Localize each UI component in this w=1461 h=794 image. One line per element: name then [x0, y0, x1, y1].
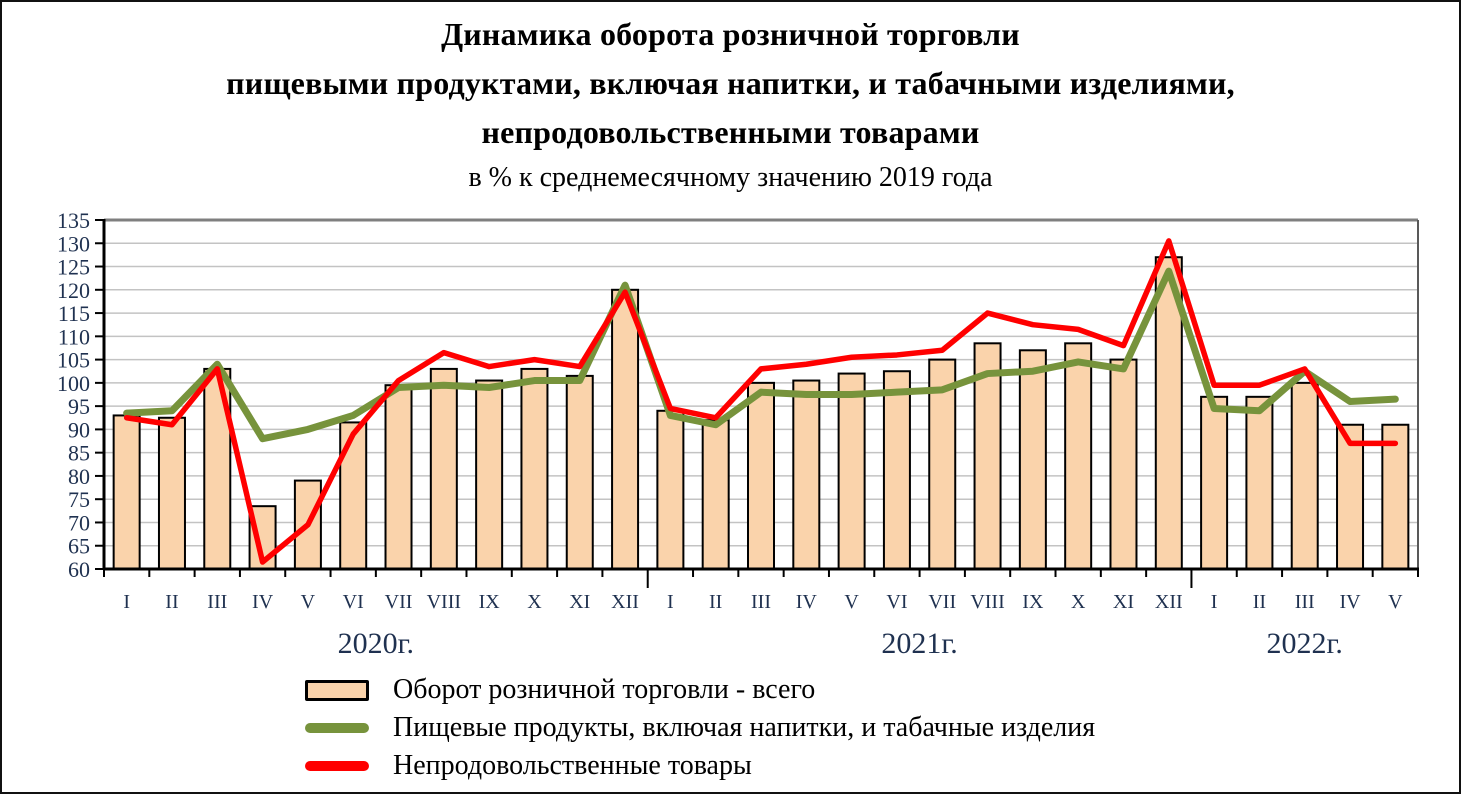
svg-text:135: 135	[57, 208, 90, 233]
svg-text:2020г.: 2020г.	[338, 627, 414, 660]
svg-text:60: 60	[68, 557, 90, 582]
svg-text:95: 95	[68, 394, 90, 419]
chart-title-line-1: Динамика оборота розничной торговли	[441, 16, 1020, 52]
svg-text:V: V	[1388, 591, 1403, 613]
svg-text:130: 130	[57, 231, 90, 256]
chart-subtitle: в % к среднемесячному значению 2019 года	[468, 162, 993, 193]
line-food	[123, 267, 1399, 443]
x-month-labels: I II III IV V VI VII VIII IX X XI XII I II III IV V VI VII…	[123, 591, 1403, 613]
axes	[102, 219, 1419, 571]
svg-text:IX: IX	[479, 591, 501, 613]
legend-item-food: Пищевые продукты, включая напитки, и таб…	[305, 709, 1095, 747]
legend-item-total: Оборот розничной торговли - всего	[305, 671, 1095, 709]
legend-label-food: Пищевые продукты, включая напитки, и таб…	[393, 712, 1096, 743]
line-nonfood	[123, 238, 1399, 565]
legend-nonfood-line-swatch	[305, 761, 369, 771]
chart-legend: Оборот розничной торговли - всего Пищевы…	[305, 671, 1095, 785]
chart-title-line-3: непродовольственными товарами	[481, 114, 980, 150]
svg-text:V: V	[844, 591, 859, 613]
svg-text:105: 105	[57, 348, 90, 373]
svg-text:I: I	[1211, 591, 1218, 613]
svg-text:125: 125	[57, 255, 90, 280]
svg-text:IX: IX	[1022, 591, 1044, 613]
svg-text:90: 90	[68, 417, 90, 442]
svg-text:XII: XII	[611, 591, 639, 613]
svg-text:VII: VII	[928, 591, 956, 613]
x-year-labels: 2020г. 2021г. 2022г.	[338, 627, 1343, 660]
svg-text:120: 120	[57, 278, 90, 303]
svg-text:VIII: VIII	[427, 591, 461, 613]
svg-text:85: 85	[68, 441, 90, 466]
svg-text:70: 70	[68, 510, 90, 535]
svg-text:VII: VII	[385, 591, 413, 613]
legend-food-line-swatch	[305, 723, 369, 733]
svg-text:XI: XI	[1113, 591, 1134, 613]
plot-border	[104, 218, 1419, 569]
svg-text:XII: XII	[1155, 591, 1183, 613]
x-axis-ticks	[103, 569, 1419, 588]
svg-text:75: 75	[68, 487, 90, 512]
svg-text:2022г.: 2022г.	[1267, 627, 1343, 660]
svg-text:IV: IV	[796, 591, 818, 613]
svg-text:I: I	[667, 591, 674, 613]
svg-text:VI: VI	[886, 591, 907, 613]
svg-text:VIII: VIII	[970, 591, 1004, 613]
svg-text:110: 110	[58, 324, 90, 349]
svg-text:II: II	[165, 591, 178, 613]
svg-text:X: X	[1071, 591, 1086, 613]
chart-title-block: Динамика оборота розничной торговли пище…	[2, 10, 1459, 199]
svg-text:100: 100	[57, 371, 90, 396]
y-axis-ticks	[95, 219, 104, 570]
svg-text:III: III	[1295, 591, 1315, 613]
svg-text:XI: XI	[569, 591, 590, 613]
svg-text:III: III	[751, 591, 771, 613]
svg-text:IV: IV	[252, 591, 274, 613]
svg-text:II: II	[709, 591, 722, 613]
svg-text:II: II	[1253, 591, 1266, 613]
svg-text:80: 80	[68, 464, 90, 489]
svg-text:I: I	[123, 591, 130, 613]
svg-text:III: III	[207, 591, 227, 613]
legend-label-nonfood: Непродовольственные товары	[393, 750, 752, 781]
svg-text:115: 115	[58, 301, 90, 326]
legend-item-nonfood: Непродовольственные товары	[305, 747, 1095, 785]
legend-label-total: Оборот розничной торговли - всего	[393, 674, 816, 705]
svg-text:65: 65	[68, 534, 90, 559]
svg-text:VI: VI	[343, 591, 364, 613]
chart-title-line-2: пищевыми продуктами, включая напитки, и …	[226, 65, 1235, 101]
legend-bar-swatch	[305, 679, 369, 701]
svg-text:IV: IV	[1339, 591, 1361, 613]
svg-text:X: X	[527, 591, 542, 613]
svg-text:V: V	[301, 591, 316, 613]
svg-text:2021г.: 2021г.	[881, 627, 957, 660]
